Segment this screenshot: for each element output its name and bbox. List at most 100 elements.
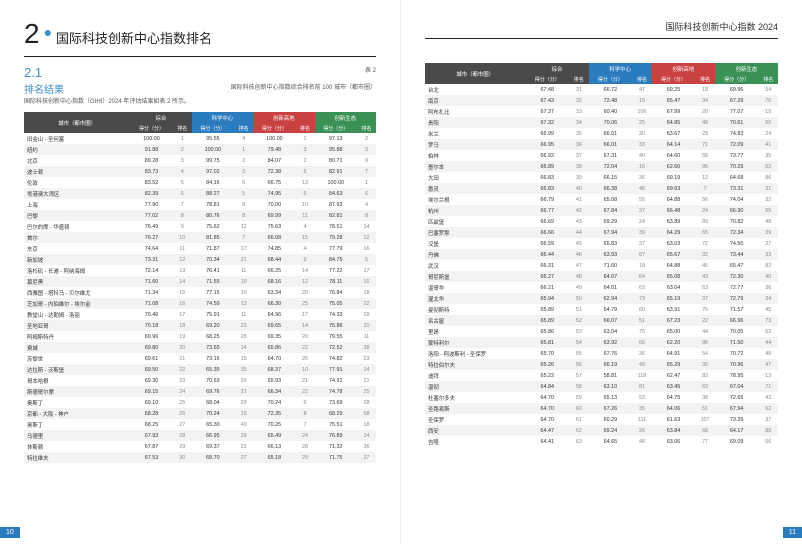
dot-icon: ● (44, 24, 52, 40)
table-row: 洛杉矶 - 长滩 - 阿纳海姆72.141376.411166.251477.2… (24, 265, 376, 276)
table-row: 西雅图 - 塔科马 - 贝尔维尤71.341577.151063.342076.… (24, 287, 376, 298)
table-row: 吉隆64.416364.654863.067769.0956 (425, 436, 778, 447)
table-row: 旧金山 - 圣何塞100.00195.554100.00197.132 (24, 133, 376, 144)
table-row: 温哥华66.214964.016363.046372.7736 (425, 282, 778, 293)
col-sub: 得分（分） (525, 75, 569, 84)
table-row: 匹兹堡66.694369.292463.898970.8248 (425, 216, 778, 227)
table-row: 罗马66.953666.013364.147172.0941 (425, 139, 778, 150)
section-desc: 国际科技创新中心指数（GIHI）2024 年评估结果如表 2 所示。 (24, 98, 190, 106)
table-row: 东京74.641171.871774.85477.7916 (24, 243, 376, 254)
page-number-left: 10 (0, 527, 20, 538)
table-body-left: 旧金山 - 圣何塞100.00195.554100.00197.132纽约91.… (24, 133, 376, 463)
table-desc: 国际科技创新中心指数综合排名前 100 城市（都市圈） (231, 82, 376, 91)
table-row: 苏黎世69.612173.161564.702674.8223 (24, 353, 376, 364)
table-row: 特拉维夫67.533068.702765.182971.7537 (24, 452, 376, 463)
table-row: 埃尔兰根66.794165.085564.885674.0432 (425, 194, 778, 205)
table-row: 圣路易斯64.706067.263564.065167.9462 (425, 403, 778, 414)
col-sub: 得分（分） (315, 124, 358, 133)
divider (425, 38, 778, 39)
table-row: 南京67.433272.481565.473467.2970 (425, 95, 778, 106)
col-sub: 排名 (173, 124, 192, 133)
table-row: 特拉伯尔夫65.265666.194965.293570.9647 (425, 359, 778, 370)
table-row: 京都 - 大阪 - 神户68.282670.241972.35868.2958 (24, 408, 376, 419)
table-label: 表 2 (231, 65, 376, 74)
col-group: 科学中心 (589, 63, 652, 75)
col-sub: 排名 (357, 124, 376, 133)
table-row: 贵阳67.323470.062564.854870.6150 (425, 117, 778, 128)
col-sub: 得分（分） (130, 124, 173, 133)
table-body-right: 台北67.483166.724769.251869.9654南京67.43327… (425, 84, 778, 447)
chapter-number: 2 (24, 18, 40, 50)
col-group: 综合 (130, 112, 191, 124)
table-row: 粤港澳大湾区82.39688.27574.95584.636 (24, 188, 376, 199)
divider (24, 56, 376, 57)
table-row: 温彻64.845863.108163.456367.0471 (425, 381, 778, 392)
col-sub: 排名 (569, 75, 588, 84)
table-row: 迪拜65.225758.8111862.478278.9513 (425, 370, 778, 381)
table-row: 阿布扎比67.373360.4010667.992077.0719 (425, 106, 778, 117)
col-city: 城市（都市圈） (24, 112, 130, 133)
col-sub: 得分（分） (192, 124, 235, 133)
table-row: 柏林66.923767.314064.605873.7735 (425, 150, 778, 161)
section-title: 排名结果 (24, 81, 190, 96)
table-row: 纽约91.882100.00179.48395.883 (24, 144, 376, 155)
doc-title-right: 国际科技创新中心指数 2024 (665, 20, 778, 33)
table-row: 名古屋65.895266.075167.232266.9673 (425, 315, 778, 326)
col-group: 创新生态 (715, 63, 778, 75)
table-row: 西安64.476269.242663.846864.1788 (425, 425, 778, 436)
table-row: 哥尼斯堡66.274864.076465.084372.3040 (425, 271, 778, 282)
table-row: 哥本哈根69.302370.632065.932174.9121 (24, 375, 376, 386)
table-row: 奥斯丁68.252765.304070.25775.5118 (24, 419, 376, 430)
col-sub: 排名 (758, 75, 778, 84)
table-row: 费城69.802073.651465.862272.5238 (24, 342, 376, 353)
table-row: 芝加哥 - 内珀维尔 - 埃尔金71.081674.591366.302575.… (24, 298, 376, 309)
col-group: 创新高地 (652, 63, 715, 75)
page-number-right: 11 (783, 527, 802, 538)
table-row: 大田66.833966.153669.191264.6886 (425, 172, 778, 183)
table-row: 巴塞罗那66.664467.943964.296572.3439 (425, 227, 778, 238)
table-row: 蒙特利尔65.815463.926662.209871.5044 (425, 337, 778, 348)
col-sub: 得分（分） (652, 75, 696, 84)
col-sub: 排名 (695, 75, 714, 84)
main-title: 国际科技创新中心指数排名 (56, 28, 212, 47)
table-row: 休斯顿67.872969.372366.132871.3236 (24, 441, 376, 452)
table-row: 里昂65.865363.047565.004470.0552 (425, 326, 778, 337)
table-row: 杭州66.774267.843766.482466.9055 (425, 205, 778, 216)
table-row: 阿姆斯特丹69.961968.252869.352079.5511 (24, 331, 376, 342)
col-group: 科学中心 (192, 112, 253, 124)
table-row: 新加坡73.311270.342168.44984.755 (24, 254, 376, 265)
ranking-table-left: 城市（都市圈）综合科学中心创新高地创新生态得分（分）排名得分（分）排名得分（分）… (24, 112, 376, 463)
table-row: 波士顿83.73497.02372.38682.917 (24, 166, 376, 177)
col-group: 创新高地 (253, 112, 314, 124)
col-sub: 得分（分） (715, 75, 759, 84)
col-group: 综合 (525, 63, 588, 75)
table-row: 丹佛66.444663.936765.673273.4433 (425, 249, 778, 260)
table-row: 北京89.28399.75284.07280.719 (24, 155, 376, 166)
table-row: 奥斯丁69.102568.042970.24673.6928 (24, 397, 376, 408)
table-row: 圣地亚哥70.181869.202369.651475.8620 (24, 320, 376, 331)
table-row: 渥太华65.945062.947365.193772.7934 (425, 293, 778, 304)
table-header: 城市（都市圈）综合科学中心创新高地创新生态得分（分）排名得分（分）排名得分（分）… (24, 112, 376, 133)
col-sub: 得分（分） (589, 75, 633, 84)
section-number: 2.1 (24, 65, 190, 80)
table-header: 城市（都市圈）综合科学中心创新高地创新生态得分（分）排名得分（分）排名得分（分）… (425, 63, 778, 84)
col-sub: 排名 (296, 124, 315, 133)
table-row: 墨尔本66.893872.041662.609570.2952 (425, 161, 778, 172)
col-sub: 排名 (632, 75, 651, 84)
table-row: 曼彻斯特65.895164.796063.917671.5745 (425, 304, 778, 315)
table-row: 教堂山 - 达勒姆 - 洛丽70.461775.911164.961774.33… (24, 309, 376, 320)
col-sub: 排名 (234, 124, 253, 133)
table-row: 洛阳 - 阿波斯利 - 圣保罗65.705567.763664.915470.7… (425, 348, 778, 359)
table-row: 马德里67.932866.952965.492476.8914 (24, 430, 376, 441)
table-row: 达拉斯 - 沃斯堡69.502265.353568.371077.9114 (24, 364, 376, 375)
table-row: 杜塞尔多夫64.705965.135364.753872.6542 (425, 392, 778, 403)
table-row: 上海77.90778.81970.001087.934 (24, 199, 376, 210)
table-row: 圣保罗64.706160.2911161.6310773.3937 (425, 414, 778, 425)
col-city: 城市（都市圈） (425, 63, 525, 84)
col-group: 创新生态 (315, 112, 377, 124)
table-row: 武汉66.314771.601864.884565.4782 (425, 260, 778, 271)
table-row: 米兰66.993566.013063.672974.8324 (425, 128, 778, 139)
table-row: 台北67.483166.724769.251869.9654 (425, 84, 778, 95)
table-row: 伦敦83.52584.16666.7513100.001 (24, 177, 376, 188)
table-row: 斯德哥尔摩69.152469.762166.342274.7825 (24, 386, 376, 397)
